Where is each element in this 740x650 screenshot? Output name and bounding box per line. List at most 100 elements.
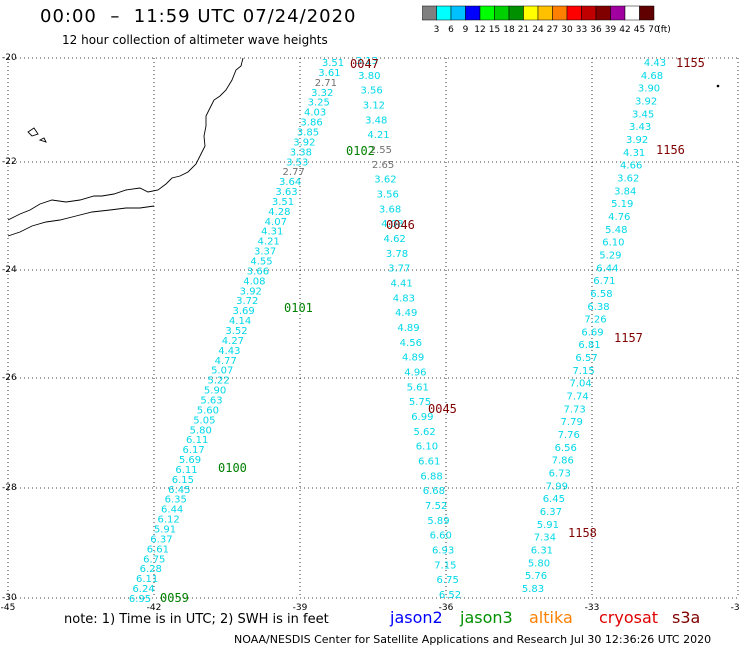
wave-height-label: 5.62 (414, 427, 436, 438)
wave-height-label: 2.77 (283, 167, 305, 178)
legend-tick-label: 18 (503, 25, 515, 35)
wave-height-label: 3.45 (632, 109, 654, 120)
wave-height-label: 4.14 (229, 316, 251, 327)
pass-time-label: 0059 (160, 591, 189, 605)
wave-height-label: 3.68 (379, 204, 401, 215)
wave-height-label: 6.60 (430, 531, 452, 542)
pass-time-label: 1156 (656, 143, 685, 157)
wave-height-label: 5.60 (197, 405, 219, 416)
wave-height-label: 7.04 (569, 379, 591, 390)
lon-label: -39 (293, 603, 308, 613)
wave-height-label: 6.73 (549, 469, 571, 480)
wave-height-label: 4.03 (304, 108, 326, 119)
wave-height-label: 4.43 (644, 58, 666, 69)
wave-height-label: 3.52 (225, 326, 247, 337)
wave-height-label: 6.10 (416, 442, 438, 453)
wave-height-label: 6.15 (172, 475, 194, 486)
legend-sat-jason2: jason2 (390, 608, 443, 627)
wave-height-label: 4.83 (393, 293, 415, 304)
wave-height-label: 4.08 (381, 219, 403, 230)
wave-height-label: 5.07 (211, 366, 233, 377)
lon-label: -30 (731, 603, 740, 613)
wave-height-label: 3.43 (629, 122, 651, 133)
wave-height-label: 6.45 (543, 494, 565, 505)
wave-height-label: 4.27 (222, 336, 244, 347)
wave-height-label: 3.77 (388, 264, 410, 275)
legend-unit: (ft) (657, 25, 671, 35)
coastline (7, 57, 244, 221)
island-dot (716, 84, 720, 88)
wave-height-label: 3.37 (254, 247, 276, 258)
wave-height-label: 5.80 (528, 558, 550, 569)
lat-label: -24 (2, 265, 17, 275)
wave-height-label: 3.63 (275, 187, 297, 198)
wave-height-label: 6.24 (132, 584, 154, 595)
wave-height-label: 5.89 (427, 516, 449, 527)
wave-height-label: 6.11 (175, 465, 197, 476)
wave-height-label: 3.62 (617, 173, 639, 184)
wave-height-label: 7.73 (564, 404, 586, 415)
legend-tick-label: 70 (648, 25, 660, 35)
wave-height-label: 3.12 (363, 101, 385, 112)
wave-height-label: 4.49 (395, 308, 417, 319)
lat-label: -30 (2, 593, 17, 603)
wave-height-label: 6.93 (432, 546, 454, 557)
wave-height-label: 4.76 (608, 212, 630, 223)
wave-height-label: 7.99 (546, 481, 568, 492)
wave-height-label: 5.75 (409, 397, 431, 408)
wave-height-label: 6.52 (439, 590, 461, 601)
wave-height-label: 5.91 (537, 520, 559, 531)
wave-height-label: 4.68 (641, 71, 663, 82)
wave-height-label: 6.17 (182, 445, 204, 456)
wave-height-label: 7.86 (552, 456, 574, 467)
wave-height-label: 3.64 (279, 177, 301, 188)
wave-height-label: 5.80 (190, 425, 212, 436)
wave-height-label: 7.79 (561, 417, 583, 428)
wave-height-label: 4.08 (243, 276, 265, 287)
wave-height-label: 4.41 (390, 279, 412, 290)
lon-label: -42 (147, 603, 162, 613)
wave-height-label: 5.90 (204, 386, 226, 397)
map-subtitle: 12 hour collection of altimeter wave hei… (62, 33, 328, 47)
wave-height-label: 6.75 (437, 575, 459, 586)
legend-sat-cryosat: cryosat (599, 608, 659, 627)
wave-height-label: 4.89 (397, 323, 419, 334)
wave-height-label: 6.61 (147, 544, 169, 555)
map-title: 00:00 – 11:59 UTC 07/24/2020 (40, 6, 357, 27)
lat-label: -20 (2, 53, 17, 63)
wave-height-label: 4.96 (404, 368, 426, 379)
legend-swatch (639, 5, 655, 21)
legend-tick-label: 42 (619, 25, 630, 35)
wave-height-label: 3.56 (360, 86, 382, 97)
wave-height-label: 3.92 (240, 286, 262, 297)
wave-height-label: 6.71 (593, 276, 615, 287)
wave-height-label: 6.99 (411, 412, 433, 423)
legend-tick-label: 27 (547, 25, 558, 35)
wave-height-label: 3.66 (247, 266, 269, 277)
wave-height-label: 4.07 (265, 217, 287, 228)
wave-height-label: 6.58 (590, 289, 612, 300)
wave-height-label: 6.81 (578, 340, 600, 351)
wave-height-label: 5.48 (605, 225, 627, 236)
footer-credit: NOAA/NESDIS Center for Satellite Applica… (234, 633, 712, 646)
wave-height-label: 6.31 (531, 546, 553, 557)
note-text: note: 1) Time is in UTC; 2) SWH is in fe… (64, 612, 329, 627)
wave-height-label: 3.51 (322, 58, 344, 69)
wave-height-label: 6.44 (596, 263, 618, 274)
wave-height-label: 2.65 (372, 160, 394, 171)
wave-height-label: 3.38 (290, 147, 312, 158)
wave-height-label: 5.91 (154, 525, 176, 536)
wave-height-label: 6.38 (587, 302, 609, 313)
legend-tick-label: 21 (518, 25, 529, 35)
wave-height-label: 6.95 (129, 594, 151, 605)
legend-tick-label: 45 (634, 25, 645, 35)
wave-height-label: 3.62 (374, 175, 396, 186)
legend-tick-label: 12 (474, 25, 485, 35)
wave-height-label: 3.80 (358, 71, 380, 82)
wave-height-label: 4.43 (218, 346, 240, 357)
pass-time-label: 0102 (346, 144, 375, 158)
wave-height-label: 3.86 (300, 118, 322, 129)
wave-height-label: 7.15 (434, 560, 456, 571)
wave-height-label: 5.05 (193, 415, 215, 426)
